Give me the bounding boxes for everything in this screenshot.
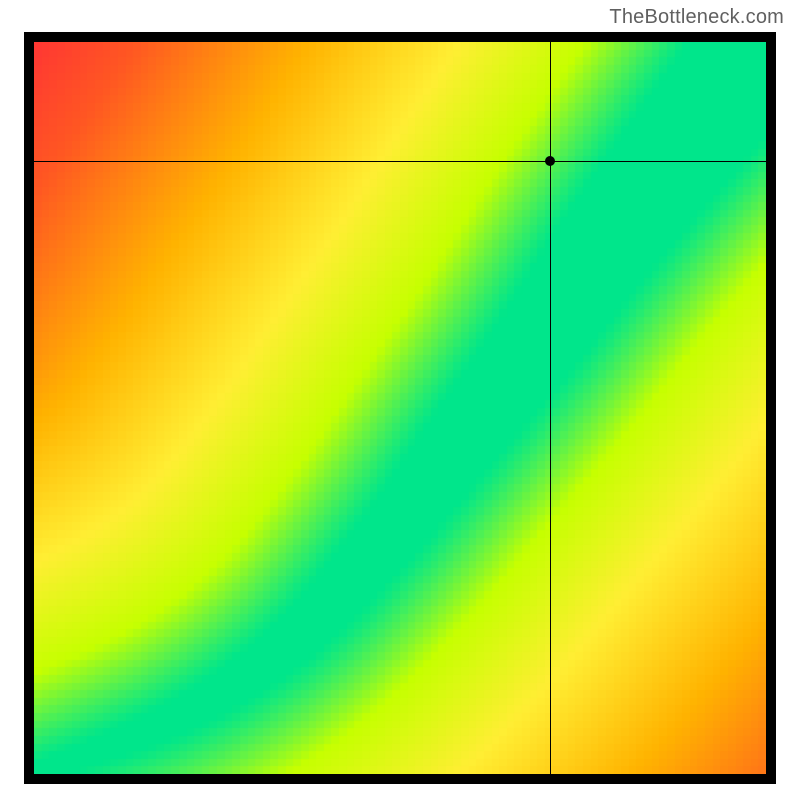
crosshair-vertical xyxy=(550,42,551,774)
crosshair-marker xyxy=(545,156,555,166)
attribution-text: TheBottleneck.com xyxy=(609,6,784,29)
bottleneck-heatmap xyxy=(34,42,766,774)
plot-frame xyxy=(24,32,776,784)
crosshair-horizontal xyxy=(34,161,766,162)
